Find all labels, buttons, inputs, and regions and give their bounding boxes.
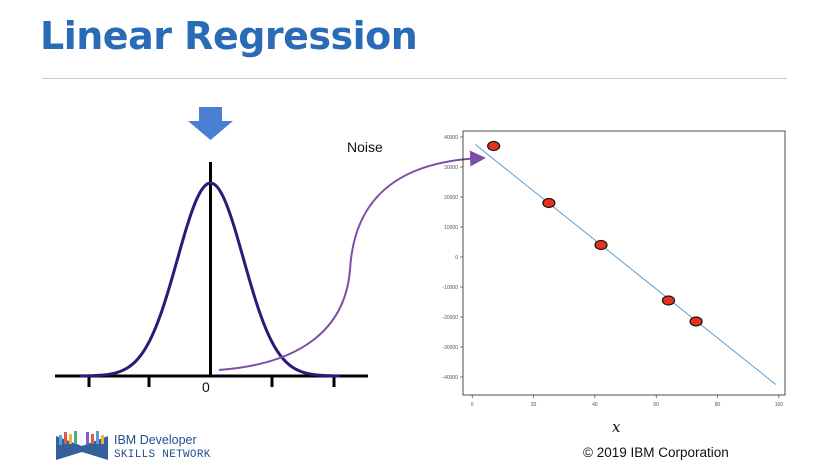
zero-label: 0 bbox=[202, 379, 210, 395]
regression-line bbox=[474, 144, 777, 385]
data-point bbox=[487, 140, 501, 152]
x-tick-label: 40 bbox=[592, 402, 598, 408]
data-point bbox=[542, 197, 556, 209]
x-tick-label: 20 bbox=[531, 402, 537, 408]
copyright-text: © 2019 IBM Corporation bbox=[583, 445, 729, 460]
y-tick-label: 40000 bbox=[444, 135, 458, 141]
logo-text-ibm-developer: IBM Developer bbox=[114, 433, 197, 447]
x-tick-label: 60 bbox=[653, 402, 659, 408]
y-tick-label: 30000 bbox=[444, 165, 458, 171]
data-point bbox=[661, 295, 676, 306]
y-tick-label: -30000 bbox=[442, 345, 458, 351]
y-tick-label: -20000 bbox=[442, 315, 458, 321]
title-divider bbox=[42, 78, 787, 79]
chart-x-axis-label: x bbox=[612, 418, 621, 436]
chart-frame bbox=[462, 130, 786, 396]
x-tick-label: 0 bbox=[471, 402, 474, 408]
logo-text-skills-network: SKILLS NETWORK bbox=[114, 449, 211, 461]
chart-axis-ticks: 0 20 40 60 80 100 40000 30000 20000 10000 0 -10000 -… bbox=[442, 135, 783, 408]
slide-title: Linear Regression bbox=[40, 14, 418, 58]
y-tick-label: 0 bbox=[455, 255, 458, 261]
noise-arrow bbox=[218, 150, 486, 371]
regression-line-group bbox=[474, 144, 777, 385]
ibm-skills-network-logo-icon bbox=[56, 431, 108, 460]
down-arrow-icon bbox=[188, 107, 233, 140]
y-tick-label: -40000 bbox=[442, 375, 458, 381]
gaussian-curve bbox=[79, 181, 341, 378]
data-points bbox=[487, 140, 703, 327]
y-tick-label: 10000 bbox=[444, 225, 458, 231]
x-tick-label: 100 bbox=[775, 402, 784, 408]
x-tick-label: 80 bbox=[715, 402, 721, 408]
y-tick-label: -10000 bbox=[442, 285, 458, 291]
data-point bbox=[689, 316, 703, 327]
bell-axis-ticks bbox=[87, 376, 336, 387]
data-point bbox=[594, 239, 608, 251]
y-tick-label: 20000 bbox=[444, 195, 458, 201]
noise-label: Noise bbox=[347, 139, 383, 155]
